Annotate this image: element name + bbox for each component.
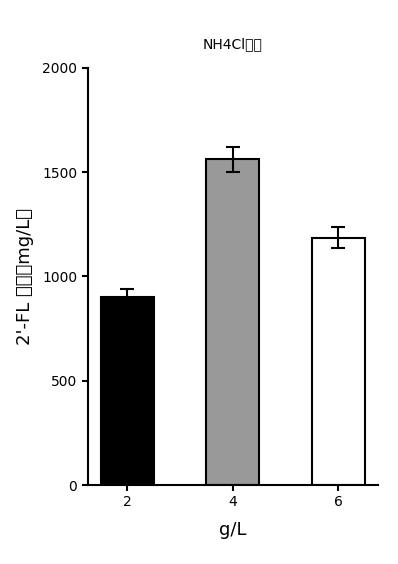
Title: NH4Cl浓度: NH4Cl浓度 xyxy=(203,37,263,51)
Y-axis label: 2'-FL 浓度（mg/L）: 2'-FL 浓度（mg/L） xyxy=(16,208,34,345)
Bar xyxy=(312,238,365,485)
X-axis label: g/L: g/L xyxy=(219,521,247,539)
Bar xyxy=(101,297,154,485)
Bar xyxy=(207,160,259,485)
